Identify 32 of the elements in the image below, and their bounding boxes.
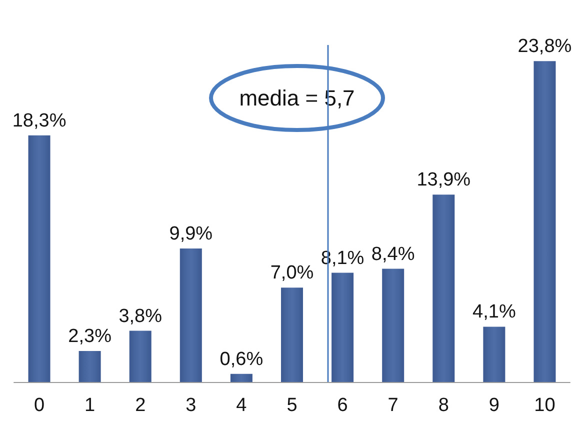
x-tick-label: 10: [534, 395, 556, 416]
bar: [28, 135, 50, 382]
data-label: 0,6%: [220, 348, 264, 370]
bar: [483, 326, 506, 382]
data-label: 18,3%: [12, 110, 66, 132]
x-tick-label: 7: [388, 395, 398, 416]
bar: [230, 374, 252, 382]
data-label: 3,8%: [118, 306, 162, 327]
data-label: 23,8%: [518, 36, 572, 58]
bar: [78, 350, 101, 382]
data-label: 9,9%: [169, 224, 213, 245]
bar: [432, 194, 455, 382]
x-tick-label: 9: [488, 395, 500, 416]
x-tick-label: 4: [236, 395, 248, 416]
bar: [534, 61, 556, 382]
bar: [281, 288, 303, 382]
bar: [382, 268, 404, 382]
data-label: 2,3%: [68, 326, 112, 347]
data-label: 4,1%: [472, 302, 516, 323]
x-tick-label: 0: [34, 395, 45, 416]
data-label: 13,9%: [416, 170, 471, 191]
data-label: 7,0%: [270, 262, 314, 284]
x-tick-label: 5: [286, 395, 298, 416]
data-label: 8,4%: [371, 244, 415, 265]
bar: [332, 272, 354, 382]
x-tick-label: 2: [135, 395, 146, 416]
x-tick-label: 1: [84, 395, 96, 416]
x-tick-label: 6: [337, 395, 348, 416]
x-tick-label: 8: [438, 395, 449, 416]
bar: [180, 248, 202, 382]
bar: [129, 330, 152, 382]
x-tick-label: 3: [186, 395, 196, 416]
